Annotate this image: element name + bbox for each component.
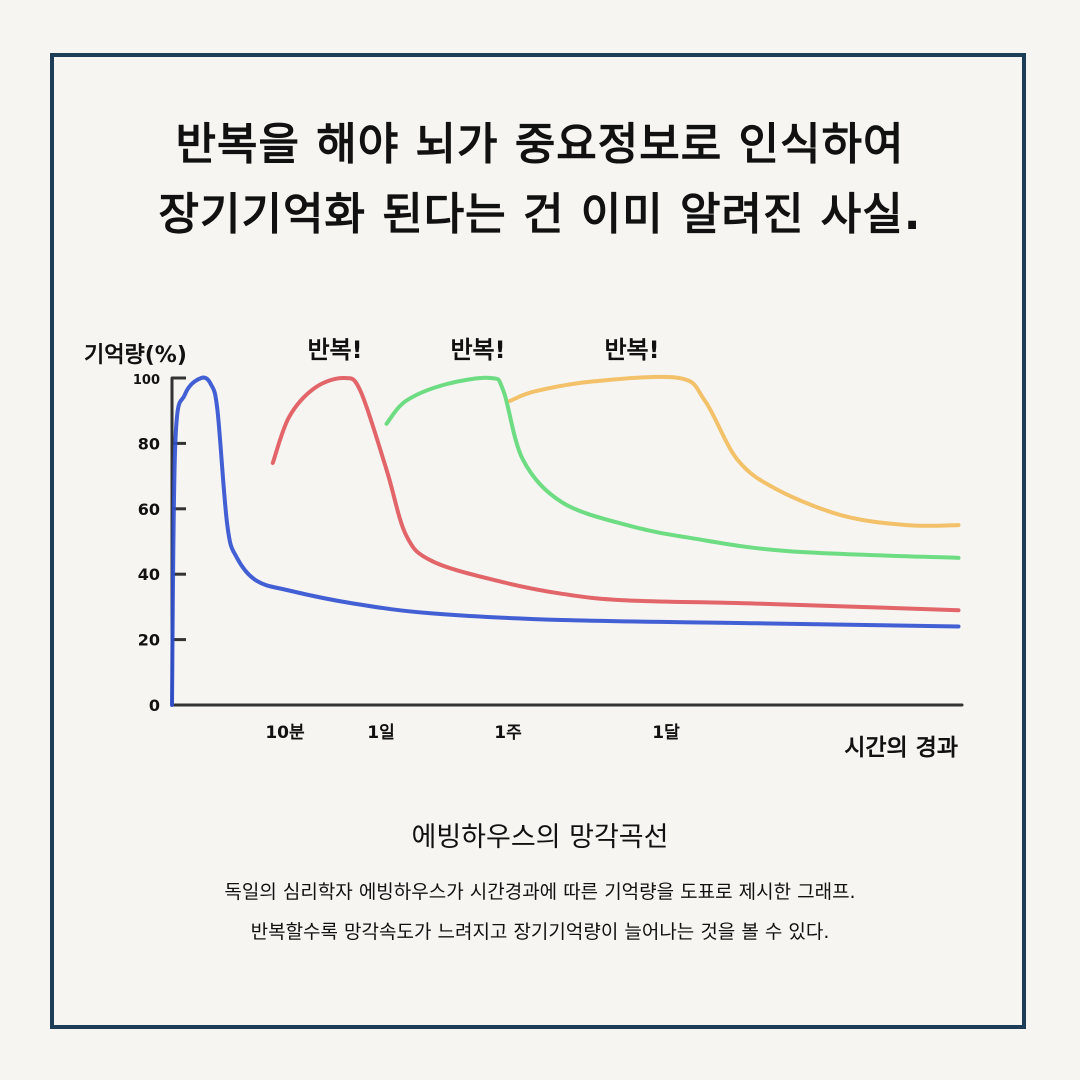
x-axis-label: 시간의 경과	[844, 735, 958, 761]
x-tick-label: 1달	[652, 722, 680, 743]
caption-line-2: 반복할수록 망각속도가 느려지고 장기기억량이 늘어나는 것을 볼 수 있다.	[250, 921, 830, 943]
chart-axes	[170, 376, 964, 707]
y-tick-label: 0	[149, 696, 160, 715]
series-line-red	[270, 375, 961, 613]
repeat-annotation: 반복!	[307, 336, 362, 364]
y-tick-label: 40	[138, 565, 160, 584]
series-line-green	[384, 375, 961, 560]
repeat-annotation: 반복!	[450, 336, 505, 364]
series-layer	[170, 374, 961, 707]
y-tick-label: 100	[133, 373, 160, 388]
headline-line-1: 반복을 해야 뇌가 중요정보로 인식하여	[175, 119, 905, 170]
y-tick-label: 80	[138, 434, 160, 453]
x-tick-label: 10분	[265, 723, 305, 743]
x-ticks: 10분 1일 1주 1달	[265, 722, 680, 743]
caption-body: 독일의 심리학자 에빙하우스가 시간경과에 따른 기억량을 도표로 제시한 그래…	[54, 872, 1026, 952]
page-frame	[50, 53, 1026, 1029]
headline-line-2: 장기기억화 된다는 건 이미 알려진 사실.	[158, 189, 922, 240]
y-axis-label: 기억량(%)	[84, 343, 187, 368]
x-tick-label: 1일	[367, 723, 394, 743]
annotations: 반복! 반복! 반복!	[307, 336, 659, 364]
repeat-annotation: 반복!	[604, 336, 659, 364]
series-line-blue	[170, 375, 961, 707]
caption-title: 에빙하우스의 망각곡선	[411, 822, 669, 853]
y-tick-label: 20	[138, 631, 160, 650]
headline: 반복을 해야 뇌가 중요정보로 인식하여 장기기억화 된다는 건 이미 알려진 …	[54, 110, 1026, 250]
y-tick-label: 60	[138, 500, 160, 519]
caption-line-1: 독일의 심리학자 에빙하우스가 시간경과에 따른 기억량을 도표로 제시한 그래…	[224, 881, 856, 903]
x-tick-label: 1주	[494, 723, 522, 743]
series-line-orange	[508, 374, 961, 528]
